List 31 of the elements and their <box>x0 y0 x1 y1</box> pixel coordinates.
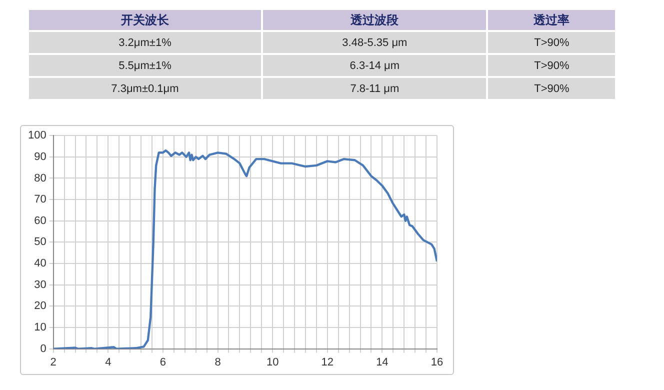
y-tick-label: 40 <box>34 258 46 270</box>
y-tick-label: 0 <box>40 342 46 355</box>
y-tick-label: 90 <box>34 150 46 163</box>
category-label: 开关波长 <box>29 10 261 30</box>
x-tick-label: 4 <box>105 356 112 368</box>
category-label: 透过波段 <box>262 10 486 30</box>
text: T>90% <box>534 60 570 72</box>
text: 7.8-11 μm <box>350 82 400 94</box>
x-tick-label: 2 <box>50 356 56 368</box>
x-tick-label: 8 <box>214 356 221 368</box>
x-tick-label: 6 <box>160 356 166 368</box>
text: T>90% <box>534 82 570 94</box>
text: 5.5μm±1% <box>118 60 172 72</box>
x-tick-label: 12 <box>321 356 334 368</box>
y-tick-label: 10 <box>34 322 46 334</box>
text: T>90% <box>534 36 570 48</box>
y-tick-label: 80 <box>34 172 46 184</box>
text: 7.3μm±0.1μm <box>111 82 179 94</box>
y-tick-label: 30 <box>34 278 46 291</box>
y-tick-label: 20 <box>34 300 46 312</box>
y-tick-label: 70 <box>34 194 46 206</box>
y-tick-label: 50 <box>34 236 46 248</box>
text: 3.2μm±1% <box>118 36 172 48</box>
x-tick-label: 14 <box>376 356 388 368</box>
text: 3.48-5.35 μm <box>342 36 408 48</box>
x-tick-label: 10 <box>266 356 279 368</box>
y-tick-label: 60 <box>34 214 46 227</box>
y-tick-label: 100 <box>28 130 46 142</box>
text: 6.3-14 μm <box>350 60 400 72</box>
category-label: 透过率 <box>488 10 615 30</box>
x-tick-label: 16 <box>430 356 444 368</box>
